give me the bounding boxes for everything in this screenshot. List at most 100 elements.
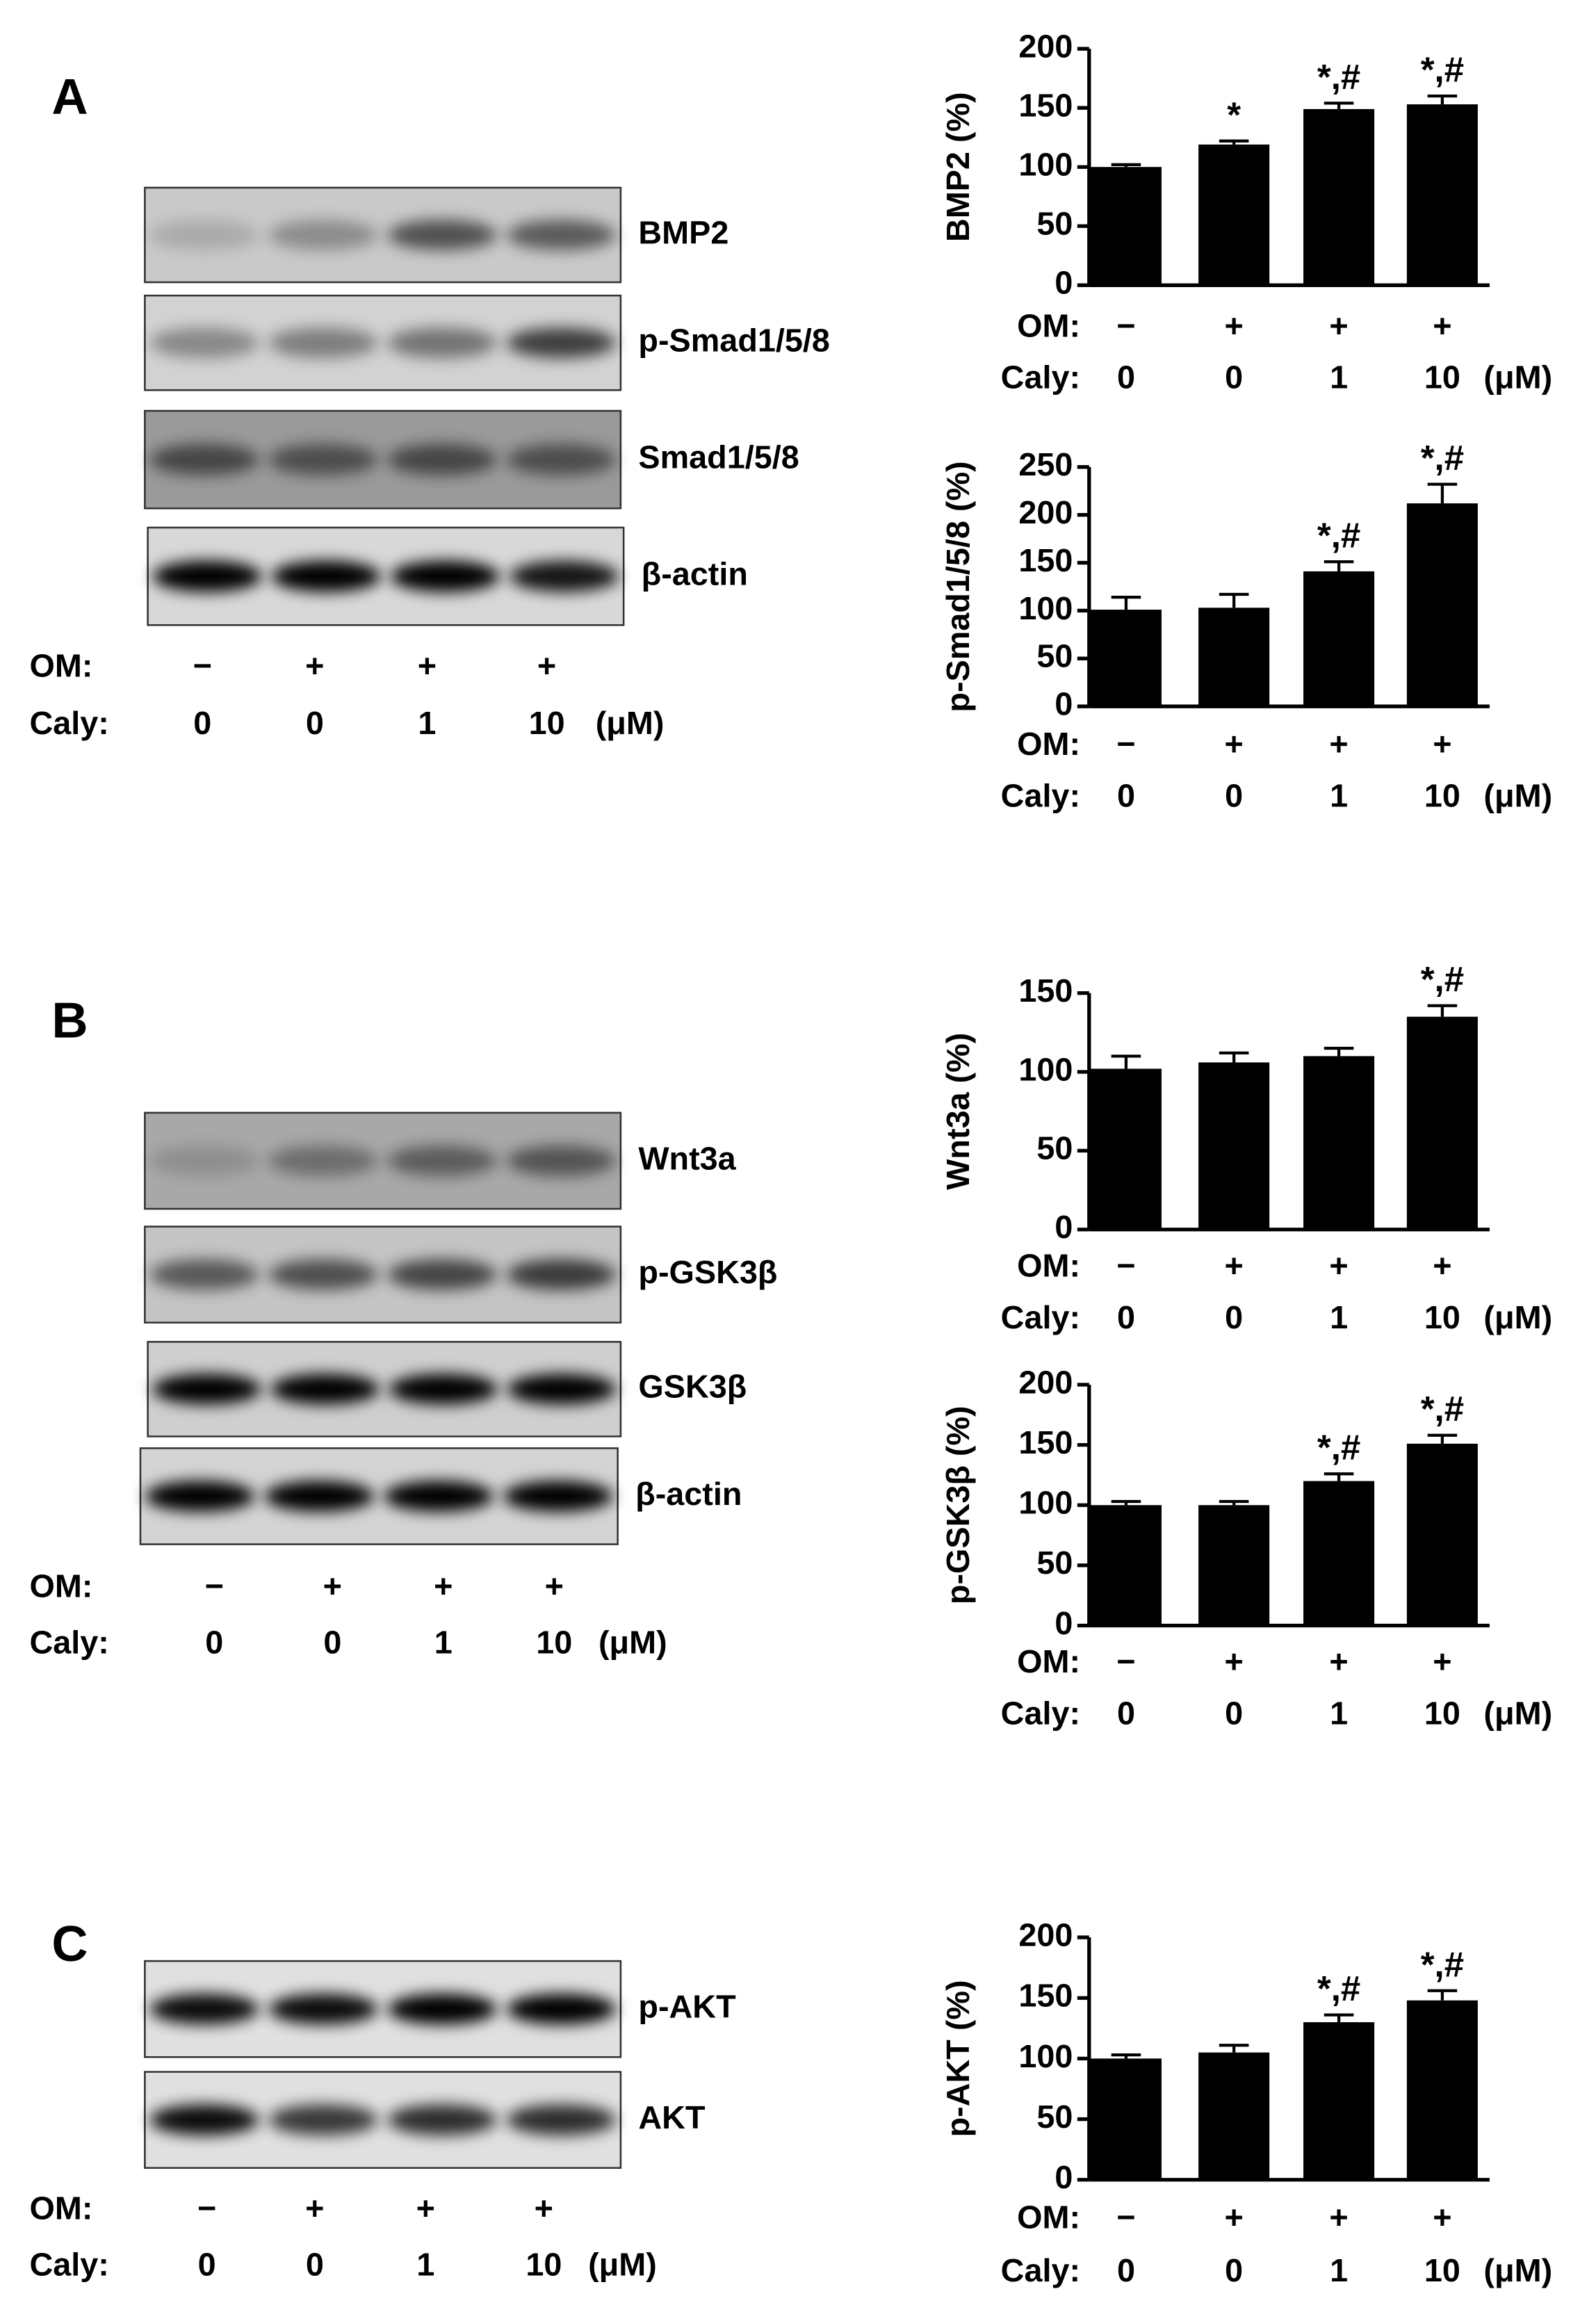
blot-band (268, 220, 378, 250)
y-tick-label: 150 (1018, 1978, 1073, 2014)
blot-band (387, 1259, 497, 1290)
row-label: OM: (1017, 2199, 1080, 2235)
significance-label: *,# (1317, 57, 1360, 97)
bar (1406, 1016, 1478, 1230)
y-tick-label: 100 (1018, 590, 1073, 626)
lane-label: + (305, 2190, 324, 2226)
x-tick-label: 0 (1225, 777, 1243, 813)
lane-label: 1 (416, 2247, 434, 2283)
y-tick-label: 200 (1018, 1364, 1073, 1400)
row-label: Caly: (30, 1625, 109, 1661)
y-tick-label: 50 (1036, 1545, 1073, 1581)
bar (1303, 2022, 1375, 2180)
x-tick-label: + (1433, 307, 1451, 343)
bar (1303, 1481, 1375, 1626)
lane-label: 0 (323, 1625, 341, 1661)
bar (1198, 1505, 1270, 1626)
row-label: Caly: (30, 705, 109, 741)
row-label: OM: (30, 1568, 93, 1604)
y-tick-label: 100 (1018, 1051, 1073, 1087)
panel-letter: C (51, 1916, 88, 1972)
x-tick-label: + (1224, 2199, 1243, 2235)
unit-label: (μM) (1483, 359, 1552, 396)
blot-label: AKT (638, 2099, 706, 2135)
lane-label: 10 (526, 2247, 562, 2283)
bar (1303, 571, 1375, 707)
blot-band (149, 220, 259, 250)
x-tick-label: 0 (1117, 1695, 1135, 1732)
y-axis-label: p-AKT (%) (940, 1980, 976, 2137)
x-tick-label: 0 (1225, 2252, 1243, 2288)
significance-label: *,# (1317, 516, 1360, 555)
x-tick-label: 0 (1117, 777, 1135, 813)
lane-label: 0 (306, 2247, 324, 2283)
significance-label: *,# (1317, 1428, 1360, 1467)
x-tick-label: 0 (1225, 359, 1243, 396)
blot-label: Wnt3a (638, 1140, 736, 1176)
lane-label: + (535, 2190, 553, 2226)
blot-label: p-Smad1/5/8 (638, 323, 830, 359)
blot-band (149, 2104, 259, 2135)
blot-label: GSK3β (638, 1369, 747, 1405)
blot-band (145, 1481, 255, 1512)
significance-label: *,# (1421, 438, 1464, 478)
y-tick-label: 0 (1054, 2159, 1073, 2195)
x-tick-label: + (1329, 1643, 1348, 1679)
bar (1090, 610, 1162, 707)
y-tick-label: 0 (1054, 1209, 1073, 1245)
bar (1198, 1062, 1270, 1230)
row-label: OM: (1017, 307, 1080, 343)
y-tick-label: 150 (1018, 542, 1073, 578)
lane-label: 0 (205, 1625, 223, 1661)
x-tick-label: + (1329, 2199, 1348, 2235)
x-tick-label: 1 (1330, 359, 1348, 396)
bar (1406, 1443, 1478, 1626)
blot-band (152, 1374, 261, 1405)
row-label: Caly: (1001, 2252, 1080, 2288)
blot-band (149, 1994, 259, 2025)
blot-band (268, 1145, 378, 1177)
row-label: OM: (30, 647, 93, 683)
lane-label: + (545, 1568, 564, 1604)
blot-band (506, 1994, 617, 2025)
row-label: Caly: (1001, 1299, 1080, 1335)
x-tick-label: 10 (1424, 2252, 1460, 2288)
blot-label: p-AKT (638, 1989, 736, 2025)
row-label: OM: (1017, 726, 1080, 762)
x-tick-label: + (1433, 1247, 1451, 1283)
y-tick-label: 100 (1018, 1485, 1073, 1521)
unit-label: (μM) (596, 705, 665, 741)
y-tick-label: 200 (1018, 494, 1073, 530)
y-tick-label: 200 (1018, 29, 1073, 65)
bar (1198, 2052, 1270, 2180)
x-tick-label: + (1433, 726, 1451, 762)
blot-band (506, 327, 617, 358)
lane-label: 10 (536, 1625, 572, 1661)
y-tick-label: 200 (1018, 1916, 1073, 1953)
unit-label: (μM) (1483, 1299, 1552, 1335)
row-label: OM: (1017, 1247, 1080, 1283)
y-axis-label: BMP2 (%) (940, 92, 976, 242)
blot-band (506, 2104, 617, 2135)
blot-band (271, 560, 382, 592)
blot-band (264, 1481, 375, 1512)
y-tick-label: 150 (1018, 88, 1073, 124)
bar (1406, 2000, 1478, 2180)
blot-band (503, 1481, 613, 1512)
bar (1406, 104, 1478, 286)
blot-band (387, 443, 497, 475)
x-tick-label: 0 (1225, 1695, 1243, 1732)
blot-band (506, 1259, 617, 1290)
y-tick-label: 250 (1018, 446, 1073, 482)
blot-label: p-GSK3β (638, 1254, 777, 1290)
blot-band (506, 443, 617, 475)
bar (1303, 1056, 1375, 1230)
x-tick-label: − (1116, 1643, 1135, 1679)
bar (1198, 608, 1270, 707)
x-tick-label: + (1433, 1643, 1451, 1679)
blot-band (387, 220, 497, 250)
row-label: OM: (30, 2190, 93, 2226)
x-tick-label: + (1329, 1247, 1348, 1283)
x-tick-label: 1 (1330, 1299, 1348, 1335)
